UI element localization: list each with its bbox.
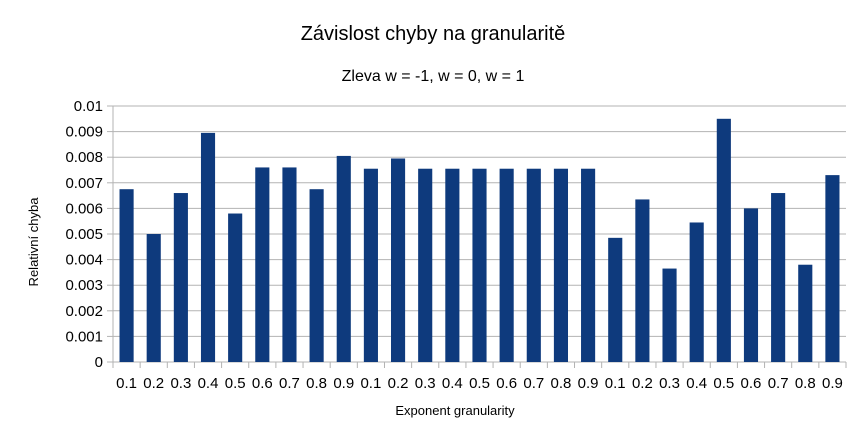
- bar: [553, 168, 569, 362]
- x-tick-label: 0.2: [143, 375, 164, 392]
- x-tick-label: 0.5: [225, 375, 246, 392]
- bar: [689, 222, 704, 362]
- x-tick-label: 0.5: [469, 375, 490, 392]
- bar: [363, 168, 378, 362]
- x-tick-label: 0.6: [741, 375, 762, 392]
- x-tick-label: 0.5: [713, 375, 734, 392]
- chart-subtitle: Zleva w = -1, w = 0, w = 1: [342, 68, 525, 85]
- bar: [743, 208, 759, 362]
- y-tick-label: 0: [95, 354, 103, 371]
- x-tick-label: 0.4: [442, 375, 463, 392]
- x-tick-label: 0.9: [578, 375, 599, 392]
- y-tick-label: 0.005: [65, 226, 103, 243]
- bar: [146, 234, 161, 362]
- x-tick-label: 0.8: [306, 375, 327, 392]
- x-tick-label: 0.3: [659, 375, 680, 392]
- x-tick-label: 0.3: [170, 375, 191, 392]
- bar: [526, 168, 541, 362]
- bar: [716, 118, 731, 362]
- bar: [662, 268, 677, 362]
- x-tick-label: 0.2: [388, 375, 409, 392]
- bar: [200, 132, 216, 362]
- bar: [390, 158, 406, 362]
- chart-title: Závislost chyby na granularitě: [301, 23, 566, 45]
- y-axis-label: Relativní chyba: [26, 197, 41, 287]
- bar: [173, 193, 188, 362]
- x-tick-label: 0.4: [686, 375, 707, 392]
- x-axis-label: Exponent granularity: [395, 403, 515, 418]
- x-tick-label: 0.7: [279, 375, 300, 392]
- x-tick-label: 0.9: [333, 375, 354, 392]
- x-tick-label: 0.2: [632, 375, 653, 392]
- bar: [825, 175, 840, 362]
- x-tick-label: 0.1: [360, 375, 381, 392]
- bar: [418, 168, 433, 362]
- bar: [282, 167, 297, 362]
- x-tick-label: 0.7: [523, 375, 544, 392]
- y-tick-label: 0.006: [65, 200, 103, 217]
- y-tick-label: 0.01: [74, 98, 103, 115]
- bar: [472, 168, 487, 362]
- bar: [635, 199, 650, 362]
- bar: [119, 189, 134, 362]
- x-tick-label: 0.3: [415, 375, 436, 392]
- y-tick-label: 0.002: [65, 303, 103, 320]
- bars: [119, 118, 840, 362]
- bar: [309, 189, 324, 362]
- bar: [499, 168, 514, 362]
- x-tick-label: 0.1: [116, 375, 137, 392]
- y-tick-label: 0.003: [65, 277, 103, 294]
- x-tick-label: 0.1: [605, 375, 626, 392]
- bar: [581, 168, 596, 362]
- bar: [445, 168, 460, 362]
- bar: [336, 155, 351, 362]
- y-tick-label: 0.001: [65, 328, 103, 345]
- y-tick-label: 0.009: [65, 124, 103, 141]
- y-tick-label: 0.004: [65, 252, 103, 269]
- x-axis-ticks: 0.1 0.2 0.3 0.4 0.5 0.6 0.7 0.8 0.9 0.1 0.2 0.3 0.4 0…: [116, 362, 847, 392]
- y-tick-label: 0.008: [65, 149, 103, 166]
- y-axis-ticks: 0 0.001 0.002 0.003 0.004 0.005 0.006 0.007 0.00…: [65, 98, 113, 371]
- x-tick-label: 0.6: [496, 375, 517, 392]
- bar: [608, 237, 623, 362]
- x-tick-label: 0.8: [795, 375, 816, 392]
- x-tick-label: 0.4: [198, 375, 219, 392]
- bar: [798, 264, 813, 362]
- bar: [255, 167, 270, 362]
- x-tick-label: 0.6: [252, 375, 273, 392]
- y-tick-label: 0.007: [65, 175, 103, 192]
- bar: [771, 193, 786, 362]
- x-tick-label: 0.9: [822, 375, 843, 392]
- x-tick-label: 0.7: [768, 375, 789, 392]
- x-tick-label: 0.8: [551, 375, 572, 392]
- bar: [228, 213, 243, 362]
